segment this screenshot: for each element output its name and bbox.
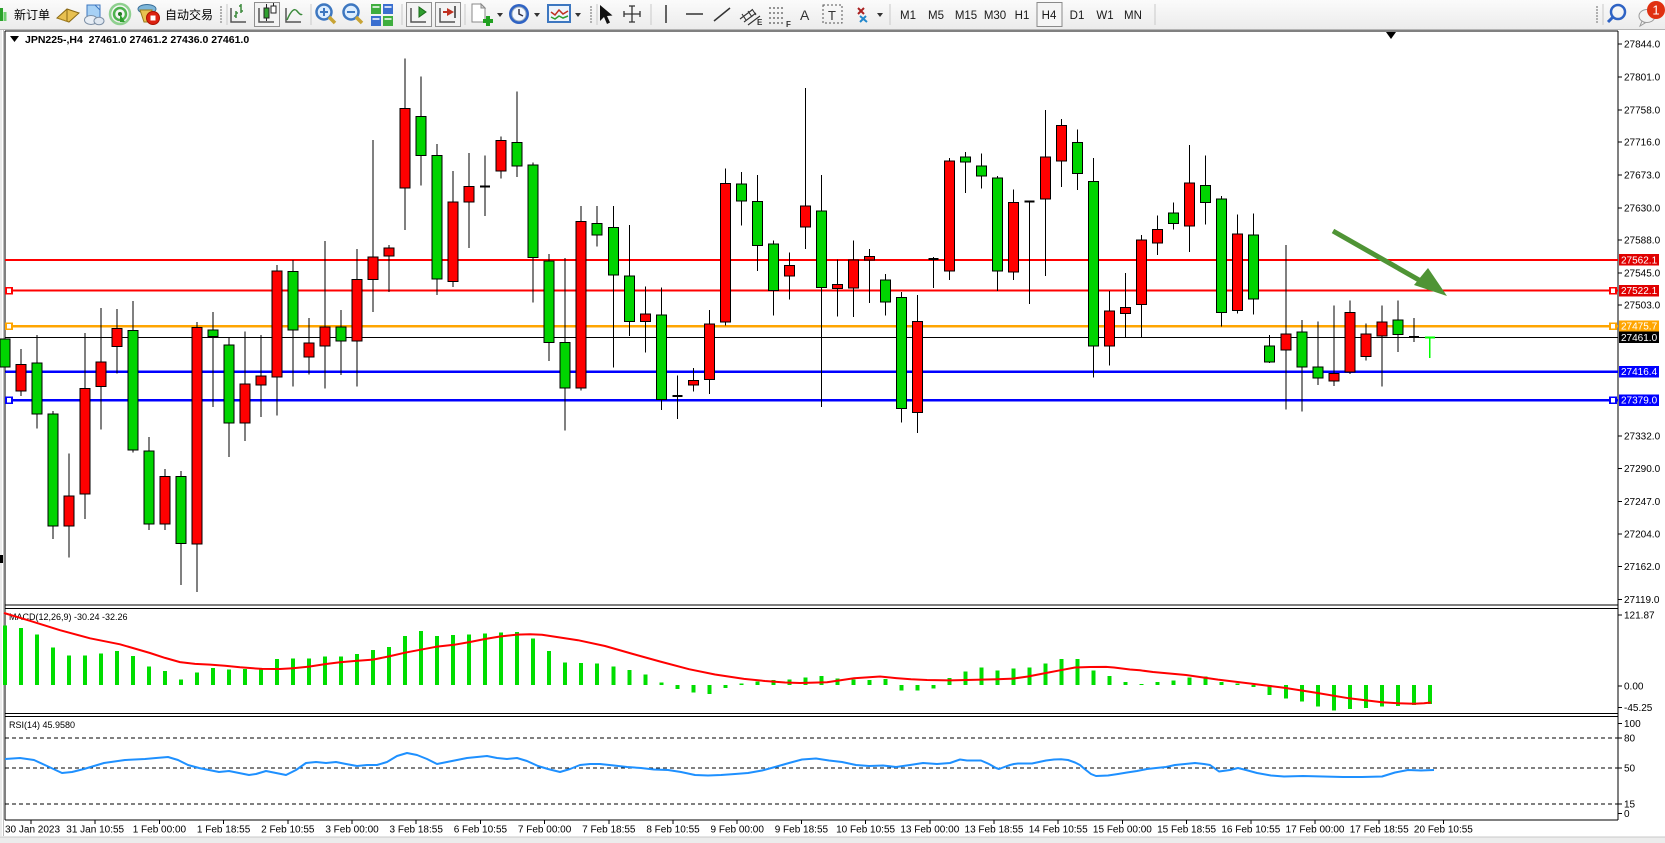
svg-text:RSI(14) 45.9580: RSI(14) 45.9580	[9, 720, 75, 730]
svg-text:E: E	[757, 18, 763, 27]
svg-text:15 Feb 00:00: 15 Feb 00:00	[1093, 825, 1152, 836]
svg-text:27545.0: 27545.0	[1624, 269, 1661, 280]
svg-text:H4: H4	[1042, 10, 1057, 22]
svg-text:27290.0: 27290.0	[1624, 464, 1661, 475]
svg-text:13 Feb 00:00: 13 Feb 00:00	[900, 825, 959, 836]
svg-text:27247.0: 27247.0	[1624, 497, 1661, 508]
svg-text:27716.0: 27716.0	[1624, 138, 1661, 149]
svg-text:20 Feb 10:55: 20 Feb 10:55	[1414, 825, 1473, 836]
svg-text:31 Jan 10:55: 31 Jan 10:55	[66, 825, 124, 836]
svg-text:27503.0: 27503.0	[1624, 301, 1661, 312]
svg-text:M1: M1	[900, 10, 916, 22]
svg-text:MN: MN	[1124, 10, 1142, 22]
svg-text:27379.0: 27379.0	[1621, 396, 1658, 407]
svg-text:27332.0: 27332.0	[1624, 432, 1661, 443]
svg-text:14 Feb 10:55: 14 Feb 10:55	[1029, 825, 1088, 836]
svg-text:27630.0: 27630.0	[1624, 203, 1661, 214]
svg-text:3 Feb 00:00: 3 Feb 00:00	[325, 825, 379, 836]
svg-text:自动交易: 自动交易	[165, 7, 213, 22]
svg-text:H1: H1	[1015, 10, 1030, 22]
svg-text:M15: M15	[955, 10, 977, 22]
svg-text:30 Jan 2023: 30 Jan 2023	[5, 825, 60, 836]
svg-text:15 Feb 18:55: 15 Feb 18:55	[1157, 825, 1216, 836]
svg-text:0.00: 0.00	[1624, 682, 1644, 693]
svg-text:27758.0: 27758.0	[1624, 105, 1661, 116]
svg-text:7 Feb 18:55: 7 Feb 18:55	[582, 825, 636, 836]
svg-text:27522.1: 27522.1	[1621, 286, 1658, 297]
svg-text:1 Feb 00:00: 1 Feb 00:00	[133, 825, 187, 836]
svg-text:1: 1	[1652, 3, 1659, 18]
svg-text:MACD(12,26,9) -30.24 -32.26: MACD(12,26,9) -30.24 -32.26	[9, 612, 128, 622]
svg-text:F: F	[786, 20, 791, 29]
svg-text:27588.0: 27588.0	[1624, 236, 1661, 247]
svg-text:M30: M30	[984, 10, 1006, 22]
svg-text:D1: D1	[1070, 10, 1085, 22]
svg-text:0: 0	[1624, 809, 1630, 820]
svg-text:15: 15	[1624, 800, 1636, 811]
svg-text:13 Feb 18:55: 13 Feb 18:55	[965, 825, 1024, 836]
svg-text:-45.25: -45.25	[1624, 703, 1653, 714]
svg-text:27416.4: 27416.4	[1621, 367, 1658, 378]
svg-text:6 Feb 10:55: 6 Feb 10:55	[454, 825, 508, 836]
svg-text:27119.0: 27119.0	[1624, 595, 1660, 606]
svg-text:27801.0: 27801.0	[1624, 72, 1661, 83]
svg-text:17 Feb 00:00: 17 Feb 00:00	[1286, 825, 1345, 836]
svg-text:1 Feb 18:55: 1 Feb 18:55	[197, 825, 251, 836]
svg-text:16 Feb 10:55: 16 Feb 10:55	[1221, 825, 1280, 836]
svg-text:JPN225-,H4 27461.0 27461.2 27: JPN225-,H4 27461.0 27461.2 27436.0 27461…	[25, 34, 249, 46]
svg-text:8 Feb 10:55: 8 Feb 10:55	[646, 825, 700, 836]
svg-text:27844.0: 27844.0	[1624, 40, 1661, 51]
svg-text:121.87: 121.87	[1624, 611, 1655, 622]
svg-text:A: A	[800, 7, 810, 23]
svg-text:7 Feb 00:00: 7 Feb 00:00	[518, 825, 572, 836]
svg-text:100: 100	[1624, 719, 1641, 730]
svg-text:M5: M5	[928, 10, 944, 22]
svg-text:T: T	[828, 8, 836, 23]
svg-text:27673.0: 27673.0	[1624, 170, 1661, 181]
svg-text:9 Feb 00:00: 9 Feb 00:00	[711, 825, 765, 836]
svg-text:9 Feb 18:55: 9 Feb 18:55	[775, 825, 829, 836]
svg-text:27461.0: 27461.0	[1621, 333, 1658, 344]
svg-text:27204.0: 27204.0	[1624, 530, 1661, 541]
svg-text:10 Feb 10:55: 10 Feb 10:55	[836, 825, 895, 836]
svg-text:27562.1: 27562.1	[1621, 255, 1658, 266]
svg-text:50: 50	[1624, 764, 1636, 775]
svg-text:27162.0: 27162.0	[1624, 562, 1661, 573]
svg-text:W1: W1	[1096, 10, 1113, 22]
svg-text:17 Feb 18:55: 17 Feb 18:55	[1350, 825, 1409, 836]
svg-text:80: 80	[1624, 733, 1636, 744]
svg-text:新订单: 新订单	[14, 7, 50, 22]
svg-text:27475.7: 27475.7	[1621, 322, 1658, 333]
svg-text:3 Feb 18:55: 3 Feb 18:55	[390, 825, 444, 836]
svg-text:2 Feb 10:55: 2 Feb 10:55	[261, 825, 315, 836]
